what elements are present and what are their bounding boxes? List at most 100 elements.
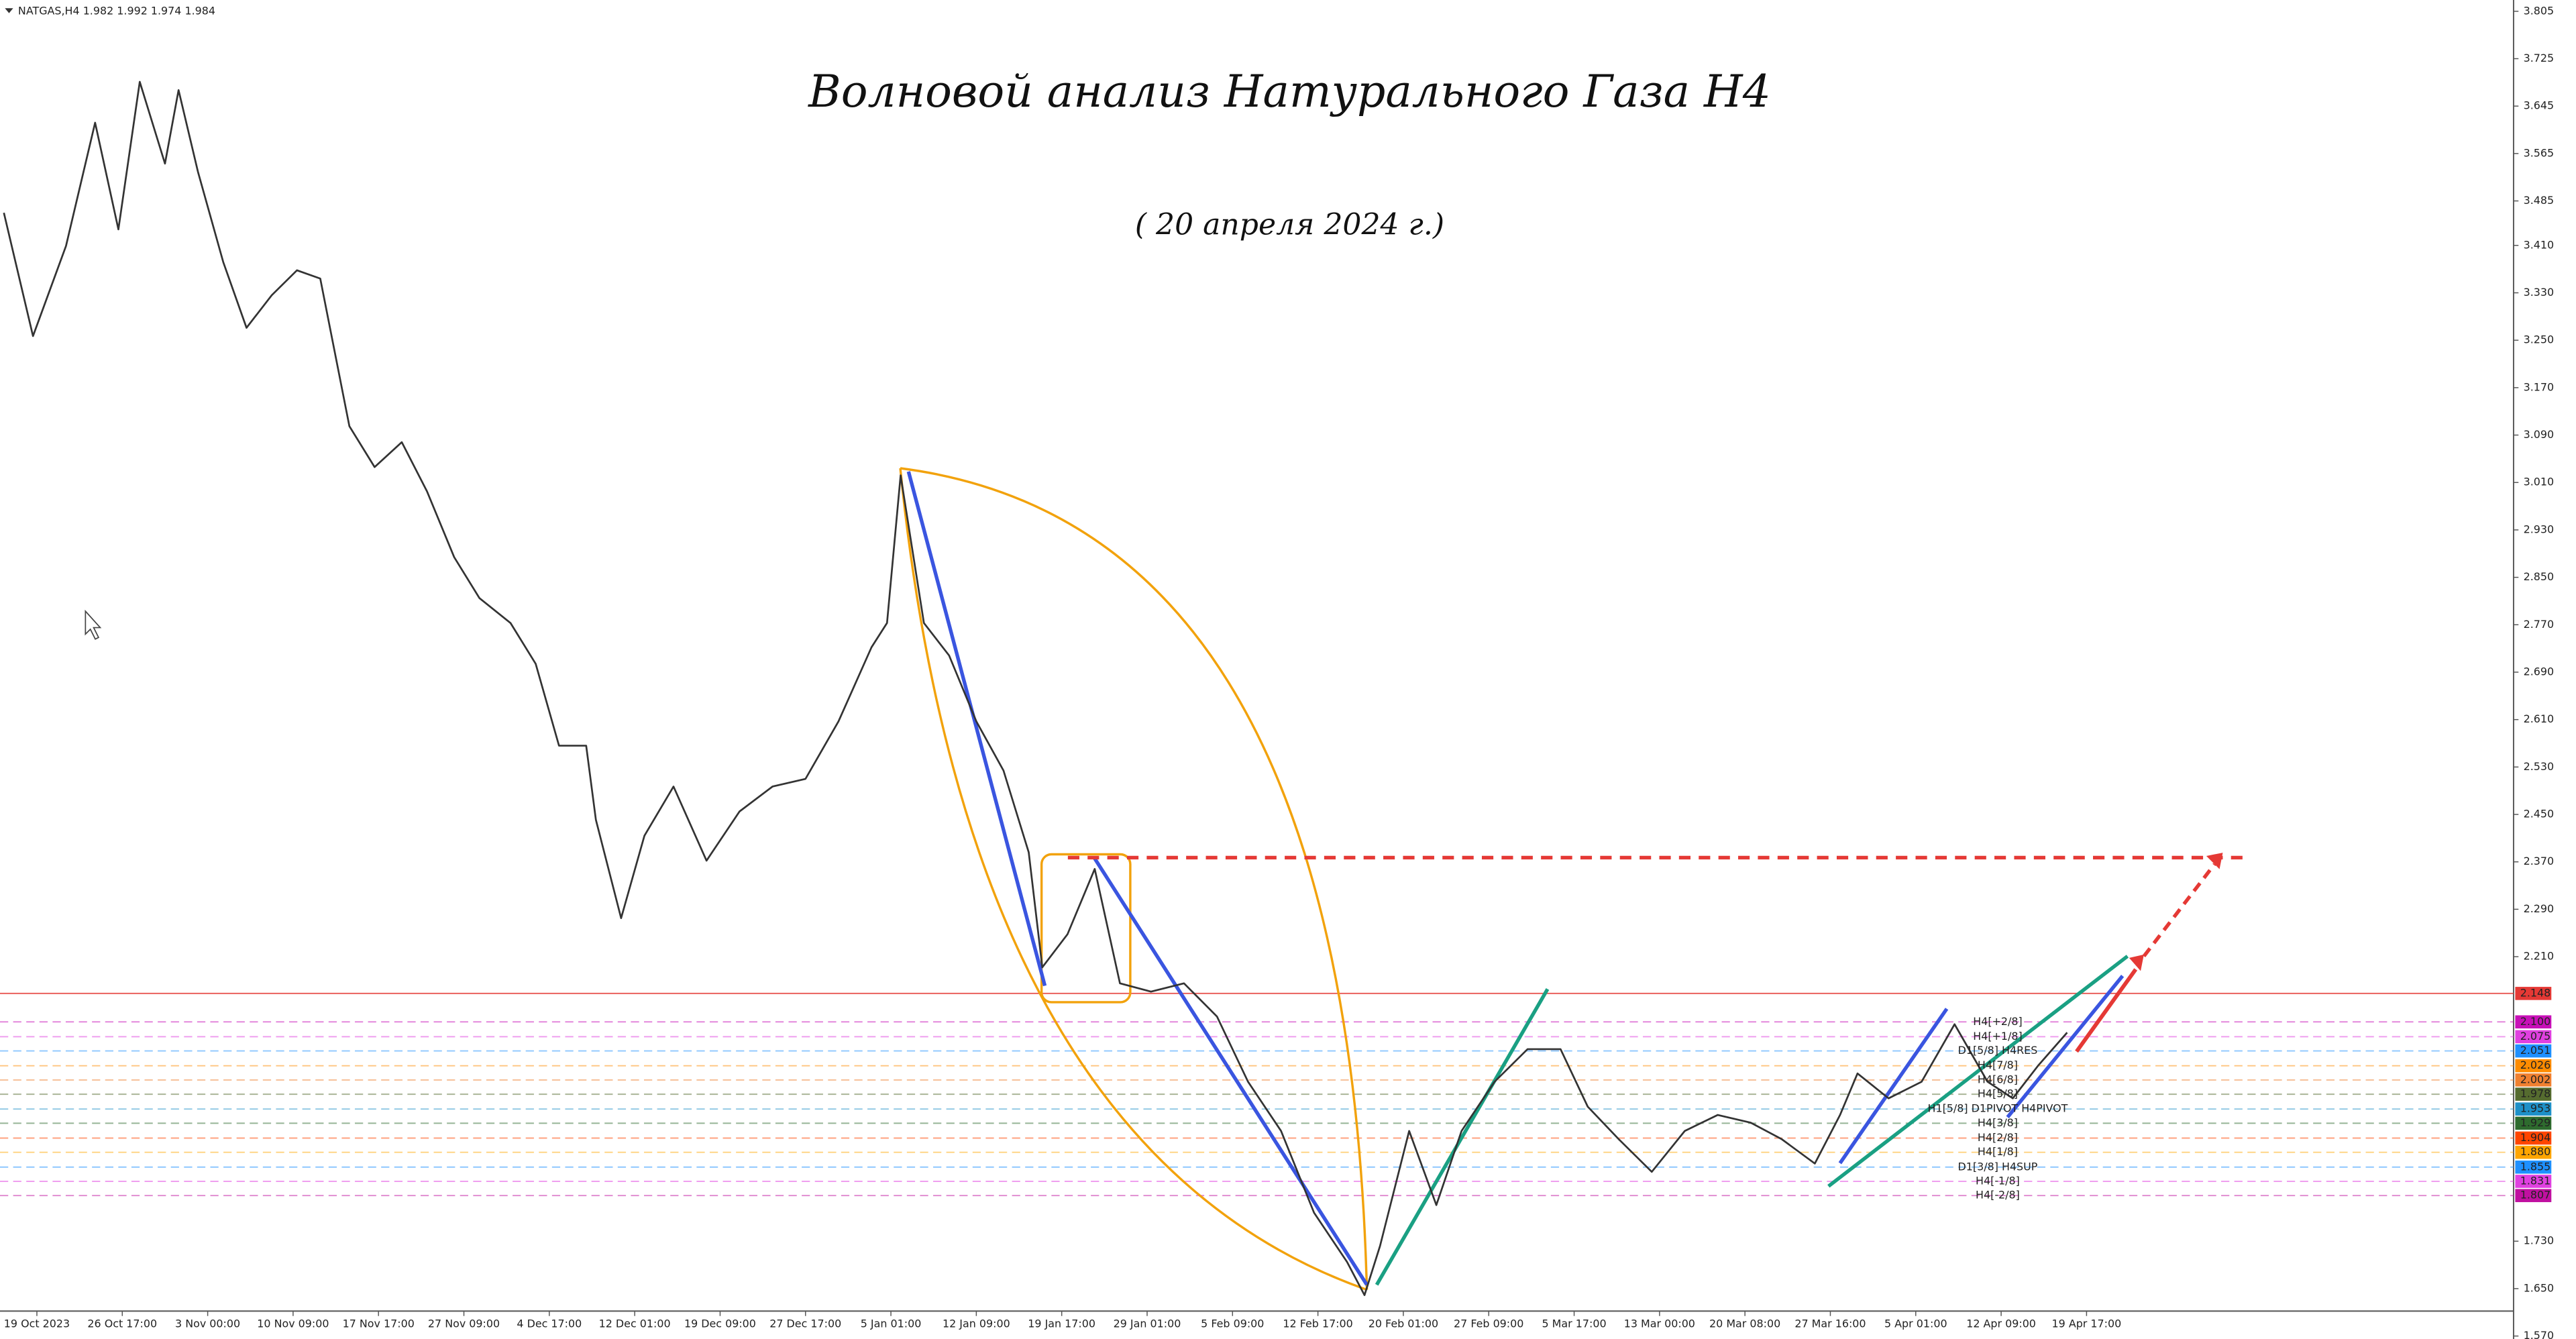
level-label-box (2515, 1059, 2552, 1073)
x-tick-label: 12 Apr 09:00 (1966, 1317, 2036, 1330)
price-line (3, 81, 2068, 1296)
level-label-box (2515, 1087, 2552, 1101)
x-tick-label: 19 Apr 17:00 (2052, 1317, 2122, 1330)
level-label-box (2515, 1175, 2552, 1188)
x-tick-label: 27 Mar 16:00 (1794, 1317, 1866, 1330)
x-tick-label: 29 Jan 01:00 (1114, 1317, 1181, 1330)
level-tag: H4[-2/8] (1976, 1189, 2020, 1201)
wave-line (1092, 856, 1368, 1286)
x-tick-label: 17 Nov 17:00 (343, 1317, 415, 1330)
y-tick-label: 3.170 (2524, 380, 2555, 393)
level-label: 2.148 (2520, 986, 2551, 999)
x-tick-label: 20 Feb 01:00 (1368, 1317, 1438, 1330)
forecast-arrow (2075, 968, 2138, 1053)
y-tick-label: 3.090 (2524, 428, 2555, 441)
y-tick-label: 3.565 (2524, 146, 2555, 159)
x-tick-label: 27 Feb 09:00 (1454, 1317, 1523, 1330)
x-tick-label: 5 Jan 01:00 (861, 1317, 922, 1330)
arrow-head (2129, 954, 2144, 971)
annotations (85, 467, 2243, 1291)
symbol-header: NATGAS,H4 1.982 1.992 1.974 1.984 (18, 5, 215, 17)
x-tick-label: 19 Dec 09:00 (684, 1317, 756, 1330)
wave-line (1838, 1008, 1949, 1165)
level-tag: H4[2/8] (1978, 1131, 2018, 1144)
level-tag: H4[3/8] (1978, 1116, 2018, 1129)
level-label-box (2515, 1044, 2552, 1058)
chart-title: Волновой анализ Натурального Газа Н4 (808, 66, 1771, 117)
level-label-box (2515, 1102, 2552, 1116)
channel-line (1827, 955, 2129, 1188)
y-tick-label: 1.570 (2524, 1329, 2555, 1339)
level-tag: D1[3/8] H4SUP (1958, 1160, 2038, 1173)
level-tag: H4[7/8] (1978, 1059, 2018, 1071)
level-label-box (2515, 1015, 2552, 1029)
y-tick-label: 3.250 (2524, 333, 2555, 346)
x-tick-label: 19 Jan 17:00 (1028, 1317, 1095, 1330)
y-tick-label: 2.850 (2524, 570, 2555, 583)
x-tick-label: 12 Jan 09:00 (943, 1317, 1010, 1330)
mouse-cursor (85, 609, 102, 640)
y-tick-label: 2.450 (2524, 808, 2555, 820)
fib-arc-right (900, 467, 1368, 1290)
y-tick-label: 2.290 (2524, 902, 2555, 915)
y-tick-label: 3.725 (2524, 52, 2555, 64)
level-label-box (2515, 1131, 2552, 1145)
level-label: 1.904 (2520, 1131, 2551, 1144)
y-tick-label: 3.410 (2524, 238, 2555, 251)
fib-arc-left (899, 468, 1368, 1291)
y-tick-label: 3.330 (2524, 286, 2555, 299)
x-tick-label: 20 Mar 08:00 (1709, 1317, 1780, 1330)
y-tick-label: 2.530 (2524, 760, 2555, 773)
x-tick-label: 5 Mar 17:00 (1542, 1317, 1606, 1330)
level-label: 1.880 (2520, 1145, 2551, 1158)
level-label-box (2515, 1145, 2552, 1159)
x-tick-label: 27 Dec 17:00 (769, 1317, 841, 1330)
x-tick-label: 13 Mar 00:00 (1624, 1317, 1695, 1330)
level-tag: H4[+2/8] (1973, 1015, 2022, 1028)
level-label: 2.100 (2520, 1015, 2551, 1028)
level-label-box (2515, 1116, 2552, 1130)
level-tag: H4[5/8] (1978, 1087, 2018, 1100)
y-tick-label: 3.485 (2524, 194, 2555, 207)
y-tick-label: 2.610 (2524, 712, 2555, 725)
level-label: 1.855 (2520, 1160, 2551, 1173)
y-tick-label: 2.210 (2524, 950, 2555, 963)
y-tick-label: 3.010 (2524, 476, 2555, 488)
wave-line (906, 471, 1047, 987)
level-label: 1.807 (2520, 1189, 2551, 1201)
level-label-box (2515, 1160, 2552, 1174)
forecast-arrow-dashed (2142, 863, 2216, 958)
level-label: 2.051 (2520, 1044, 2551, 1057)
level-label: 2.002 (2520, 1073, 2551, 1085)
chart-subtitle: ( 20 апреля 2024 г.) (1135, 207, 1444, 242)
level-label: 2.026 (2520, 1059, 2551, 1071)
level-tag: H4[6/8] (1978, 1073, 2018, 1085)
channel-line (1375, 987, 1550, 1286)
level-label-box (2515, 1073, 2552, 1087)
level-label: 1.831 (2520, 1174, 2551, 1187)
level-tag: D1[5/8] H4RES (1958, 1044, 2038, 1057)
y-tick-label: 2.930 (2524, 523, 2555, 535)
level-tag: H4[1/8] (1978, 1145, 2018, 1158)
x-tick-label: 19 Oct 2023 (4, 1317, 70, 1330)
x-tick-label: 27 Nov 09:00 (428, 1317, 500, 1330)
level-label-box (2515, 1030, 2552, 1044)
y-tick-label: 2.690 (2524, 665, 2555, 678)
x-tick-label: 12 Feb 17:00 (1283, 1317, 1352, 1330)
x-tick-label: 26 Oct 17:00 (87, 1317, 157, 1330)
y-tick-label: 2.770 (2524, 618, 2555, 631)
y-tick-label: 2.370 (2524, 855, 2555, 867)
level-tag: H4[-1/8] (1976, 1174, 2020, 1187)
x-tick-label: 10 Nov 09:00 (257, 1317, 329, 1330)
level-label-box (2515, 987, 2552, 1000)
arrow-head (2206, 853, 2223, 869)
y-tick-label: 1.730 (2524, 1234, 2555, 1247)
x-tick-label: 12 Dec 01:00 (599, 1317, 671, 1330)
menu-arrow (5, 8, 13, 13)
level-label: 1.929 (2520, 1116, 2551, 1129)
wave-line (2006, 975, 2125, 1119)
y-tick-label: 1.650 (2524, 1281, 2555, 1294)
plot (3, 81, 2068, 1296)
